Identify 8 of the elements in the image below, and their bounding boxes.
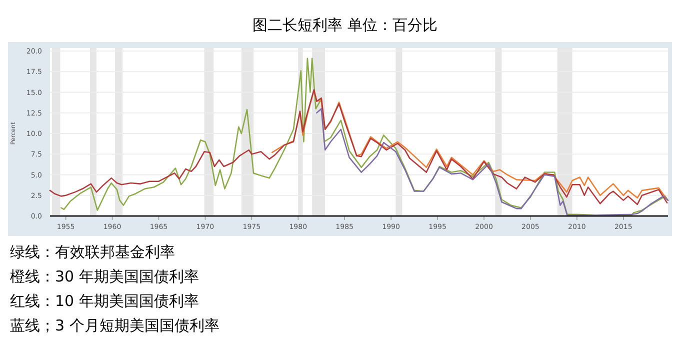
- text: 橙线：30 年期美国国债利率: [10, 268, 199, 286]
- chart-title: 图二长短利率 单位：百分比: [252, 16, 438, 34]
- line-series: [316, 108, 669, 216]
- line-series: [60, 58, 669, 216]
- text: 蓝线；3 个月短期美国国债利率: [10, 316, 220, 334]
- text: 绿线：有效联邦基金利率: [10, 243, 175, 261]
- line-series: [49, 89, 668, 206]
- text: 红线：10 年期美国国债利率: [10, 292, 199, 310]
